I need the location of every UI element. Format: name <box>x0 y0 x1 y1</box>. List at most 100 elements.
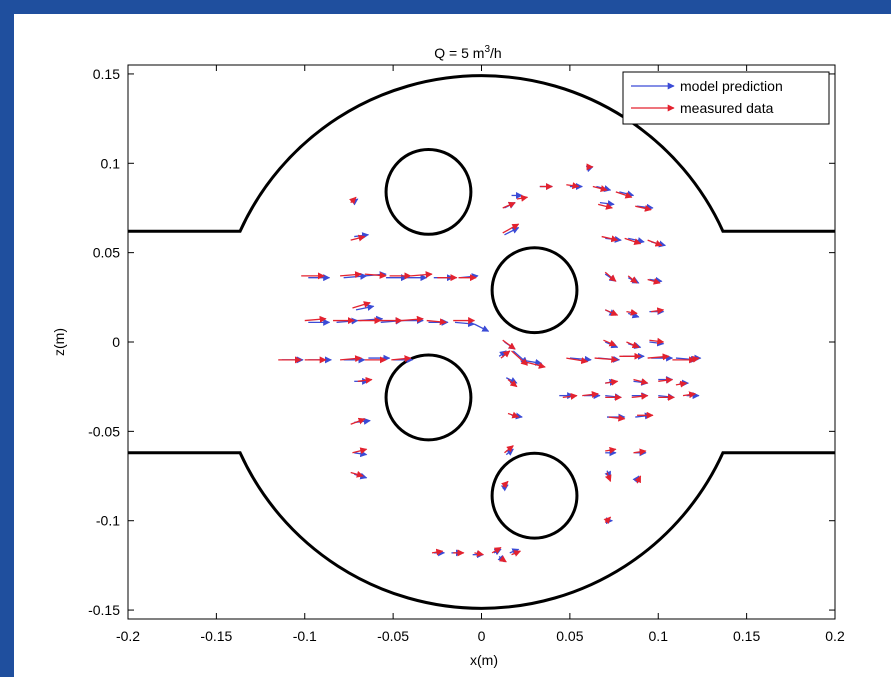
measured-arrow <box>511 550 522 557</box>
measured-arrow <box>426 318 447 326</box>
x-tick-label: 0.2 <box>825 628 845 644</box>
measured-arrow <box>304 315 327 323</box>
measured-arrow <box>647 239 663 247</box>
measured-arrow <box>592 185 608 192</box>
model-arrow <box>599 200 615 208</box>
obstacle-circle-3 <box>384 353 473 442</box>
measured-arrow <box>615 191 633 199</box>
measured-arrow <box>340 271 363 279</box>
x-tick-label: -0.1 <box>293 628 317 644</box>
measured-arrow <box>352 301 371 309</box>
legend-box <box>622 71 830 125</box>
legend-model-label: model prediction <box>680 78 783 94</box>
measured-arrow <box>675 380 688 388</box>
x-tick-label: 0.15 <box>733 628 760 644</box>
measured-arrow <box>474 549 484 557</box>
measured-arrow <box>507 411 520 419</box>
measured-arrow <box>501 480 509 489</box>
measured-arrow <box>511 350 528 366</box>
y-tick-label: 0 <box>112 334 120 350</box>
measured-arrow <box>594 355 619 363</box>
measured-data-arrows <box>278 163 700 563</box>
obstacle-circle-1 <box>384 147 473 236</box>
measured-arrow <box>502 223 520 234</box>
x-tick-label: -0.2 <box>116 628 140 644</box>
measured-arrow <box>566 182 580 190</box>
model-arrow <box>474 323 490 332</box>
measured-arrow <box>605 378 619 386</box>
chamber-geometry <box>128 74 835 610</box>
legend-measured-label: measured data <box>680 100 774 116</box>
quiver-plot: Q = 5 m3/h -0.2 -0.15 -0.1 -0.05 0 0.05 0.1 0.1… <box>51 44 845 668</box>
measured-arrow <box>597 203 613 210</box>
measured-arrow <box>504 445 514 454</box>
y-tick-label: -0.1 <box>96 513 120 529</box>
x-tick-label: 0.05 <box>556 628 583 644</box>
y-axis: 0.15 0.1 0.05 0 -0.05 -0.1 -0.15 <box>88 66 835 618</box>
x-tick-label: -0.05 <box>377 628 409 644</box>
measured-arrow <box>516 194 529 202</box>
measured-arrow <box>352 447 368 455</box>
model-arrow <box>354 232 370 240</box>
x-tick-label: -0.15 <box>200 628 232 644</box>
x-axis: -0.2 -0.15 -0.1 -0.05 0 0.05 0.1 0.15 0.2 <box>116 65 845 644</box>
measured-arrow <box>582 391 599 399</box>
obstacle-circle-4 <box>490 451 579 540</box>
measured-arrow <box>603 339 617 347</box>
x-tick-label: 0.1 <box>649 628 669 644</box>
measured-arrow <box>627 275 638 284</box>
measured-arrow <box>350 417 366 425</box>
measured-arrow <box>357 376 373 384</box>
model-arrow <box>498 350 507 358</box>
y-tick-label: 0.15 <box>93 66 120 82</box>
measured-arrow <box>491 546 502 554</box>
measured-arrow <box>626 308 638 316</box>
measured-arrow <box>605 446 617 454</box>
measured-arrow <box>634 475 642 484</box>
measured-arrow <box>350 234 366 242</box>
measured-arrow <box>635 204 652 212</box>
x-tick-label: 0 <box>478 628 486 644</box>
measured-arrow <box>500 350 511 359</box>
y-tick-label: -0.05 <box>88 423 120 439</box>
measured-arrow <box>502 201 516 209</box>
measured-arrow <box>562 392 578 400</box>
measured-arrow <box>401 315 424 323</box>
measured-arrow <box>603 516 612 525</box>
measured-arrow <box>647 353 670 361</box>
y-tick-label: 0.05 <box>93 245 120 261</box>
legend: model prediction measured data <box>622 71 830 125</box>
measured-arrow <box>410 271 433 279</box>
model-arrow <box>454 320 476 328</box>
measured-arrow <box>523 361 546 369</box>
model-arrow <box>354 450 368 458</box>
obstacle-circle-2 <box>490 246 579 335</box>
measured-arrow <box>631 392 649 400</box>
measured-arrow <box>350 470 364 478</box>
measured-arrow <box>340 355 363 363</box>
measured-arrow <box>507 379 518 388</box>
chamber-lower-wall <box>128 451 835 610</box>
measured-arrow <box>651 307 665 315</box>
measured-arrow <box>633 378 649 385</box>
measured-arrow <box>608 414 626 422</box>
model-arrow <box>627 311 640 319</box>
y-tick-label: -0.15 <box>88 602 120 618</box>
measured-arrow <box>566 357 589 365</box>
measured-arrow <box>682 391 697 399</box>
measured-arrow <box>624 237 642 246</box>
measured-arrow <box>689 355 700 363</box>
measured-arrow <box>364 271 387 279</box>
y-axis-label: z(m) <box>51 328 67 356</box>
measured-arrow <box>502 339 516 350</box>
measured-arrow <box>604 309 619 316</box>
figure-panel: Q = 5 m3/h -0.2 -0.15 -0.1 -0.05 0 0.05 0.1 0.1… <box>14 14 891 677</box>
measured-arrow <box>604 472 612 483</box>
plot-area-frame <box>127 64 836 620</box>
x-axis-label: x(m) <box>470 652 498 668</box>
measured-arrow <box>391 355 412 363</box>
chart-title: Q = 5 m3/h <box>434 44 501 61</box>
chamber-upper-wall <box>128 74 835 233</box>
measured-arrow <box>499 555 507 563</box>
y-tick-label: 0.1 <box>101 155 121 171</box>
